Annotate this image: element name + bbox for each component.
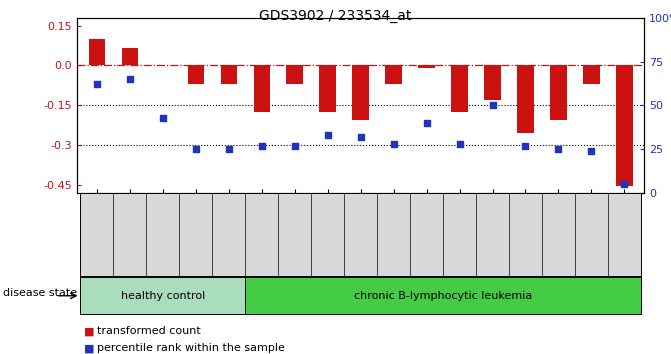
Point <box>125 76 136 82</box>
Point <box>223 146 234 152</box>
Point <box>356 134 366 140</box>
Bar <box>121 48 138 65</box>
Bar <box>484 65 501 100</box>
Bar <box>452 65 468 112</box>
Bar <box>287 65 303 84</box>
Text: chronic B-lymphocytic leukemia: chronic B-lymphocytic leukemia <box>354 291 532 301</box>
Bar <box>385 65 402 84</box>
Bar <box>89 39 105 65</box>
Bar <box>221 65 237 84</box>
Point <box>487 103 498 108</box>
Text: ■: ■ <box>84 326 95 336</box>
Point <box>520 143 531 148</box>
Point <box>289 143 300 148</box>
Bar <box>583 65 600 84</box>
Point <box>553 146 564 152</box>
Text: ■: ■ <box>84 343 95 353</box>
Bar <box>550 65 567 120</box>
Point <box>619 181 630 187</box>
Bar <box>188 65 204 84</box>
Bar <box>517 65 533 133</box>
Point <box>586 148 597 154</box>
Point <box>191 146 201 152</box>
Point <box>421 120 432 126</box>
Bar <box>319 65 336 112</box>
Point <box>322 132 333 138</box>
Bar <box>254 65 270 112</box>
Text: disease state: disease state <box>3 288 77 298</box>
Point <box>454 141 465 147</box>
Text: percentile rank within the sample: percentile rank within the sample <box>97 343 285 353</box>
Text: healthy control: healthy control <box>121 291 205 301</box>
Text: transformed count: transformed count <box>97 326 201 336</box>
Bar <box>352 65 369 120</box>
Bar <box>418 65 435 68</box>
Bar <box>616 65 633 186</box>
Point <box>256 143 267 148</box>
Point <box>158 115 168 120</box>
Point <box>389 141 399 147</box>
Point <box>91 81 102 87</box>
Text: GDS3902 / 233534_at: GDS3902 / 233534_at <box>259 9 412 23</box>
